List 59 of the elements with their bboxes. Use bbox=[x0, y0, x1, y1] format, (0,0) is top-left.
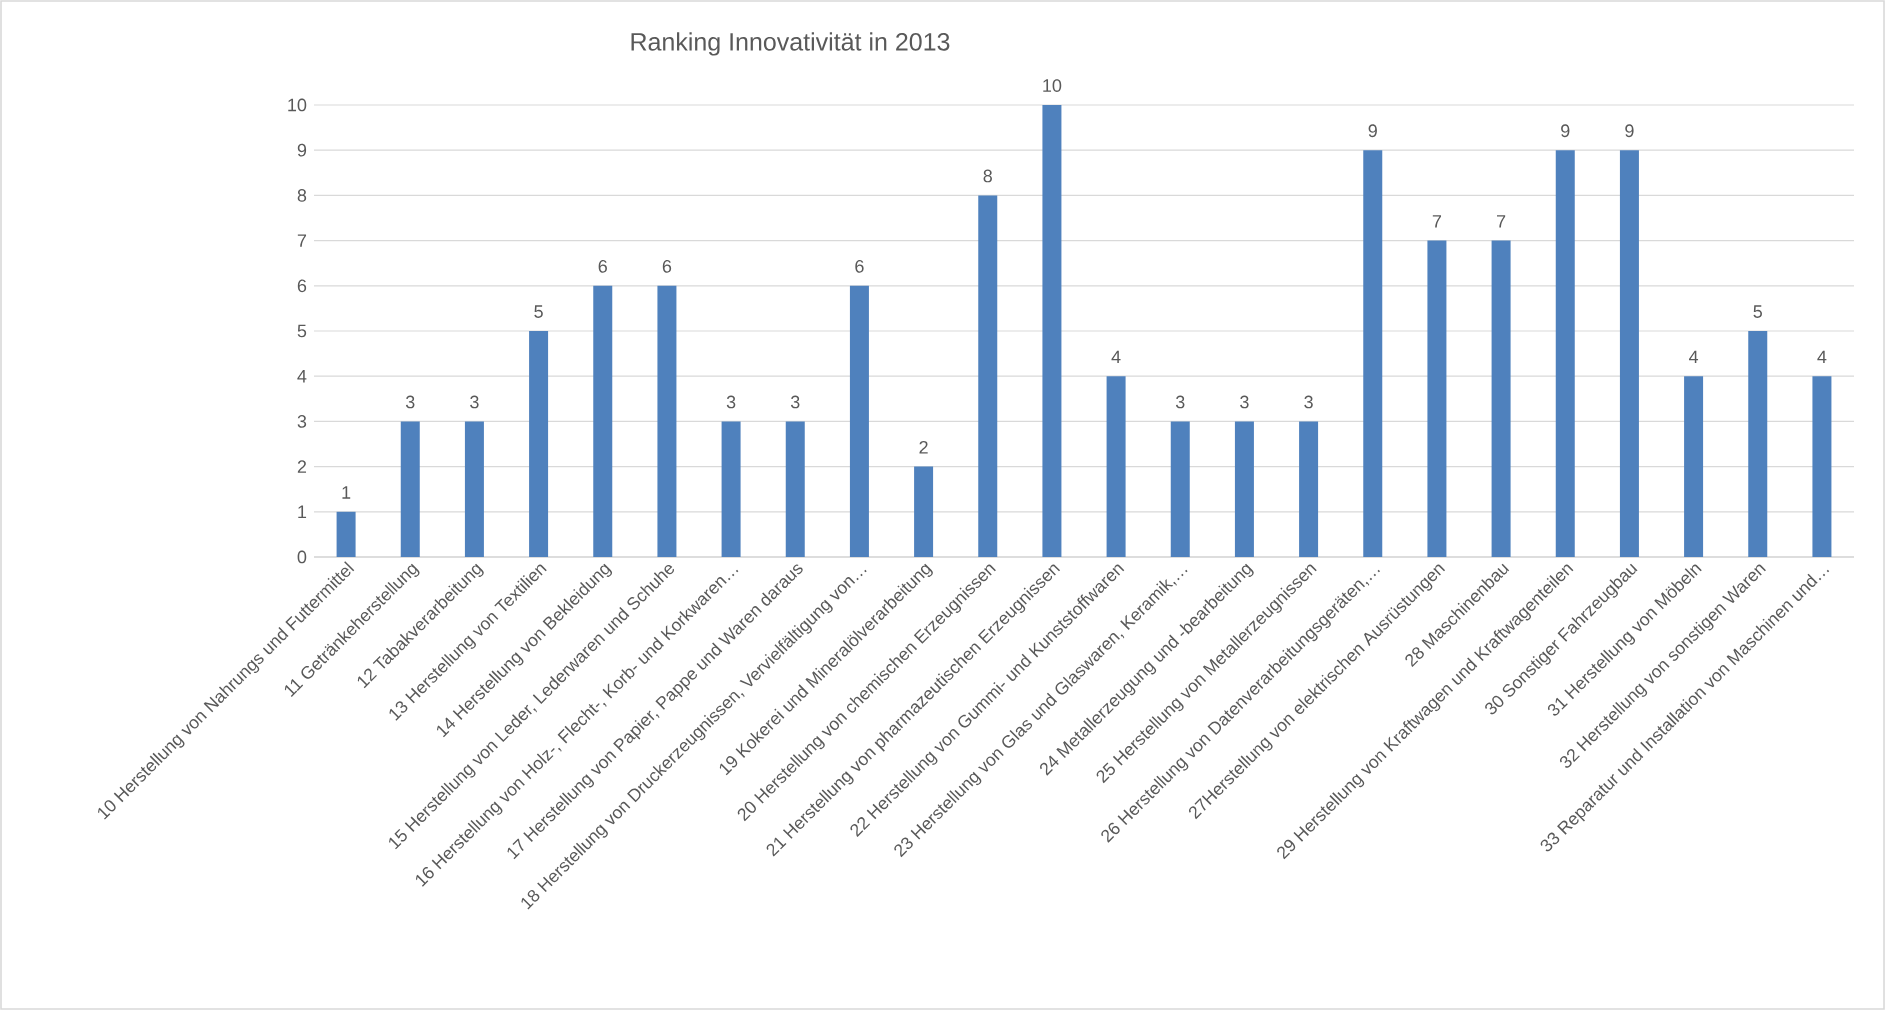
data-label: 9 bbox=[1625, 124, 1634, 138]
data-label: 3 bbox=[405, 395, 415, 409]
bar bbox=[785, 421, 805, 557]
data-label: 6 bbox=[598, 259, 607, 273]
bar bbox=[1106, 376, 1126, 557]
y-tick-label: 5 bbox=[297, 324, 307, 338]
bar bbox=[657, 285, 677, 557]
bar bbox=[1748, 330, 1768, 557]
data-label: 4 bbox=[1817, 350, 1827, 364]
bar bbox=[1363, 150, 1383, 557]
y-tick-label: 4 bbox=[297, 369, 307, 383]
bar bbox=[1234, 421, 1254, 557]
data-label: 4 bbox=[1688, 350, 1699, 364]
y-tick-label: 7 bbox=[297, 234, 307, 247]
bar bbox=[1555, 150, 1575, 557]
bar bbox=[1299, 421, 1319, 557]
bar bbox=[336, 511, 356, 557]
data-label: 7 bbox=[1432, 215, 1442, 228]
data-label: 10 bbox=[1043, 79, 1062, 92]
bar bbox=[914, 466, 934, 557]
data-label: 5 bbox=[534, 305, 543, 318]
chart-title: Ranking Innovativität in 2013 bbox=[631, 32, 950, 56]
bar bbox=[1619, 150, 1639, 557]
data-label: 3 bbox=[790, 395, 800, 409]
data-label: 6 bbox=[855, 259, 864, 273]
y-tick-label: 9 bbox=[297, 143, 307, 157]
bar bbox=[400, 421, 420, 557]
bar bbox=[1042, 104, 1062, 557]
data-label: 3 bbox=[1304, 395, 1313, 409]
bar bbox=[1170, 421, 1190, 557]
bar bbox=[1427, 240, 1447, 557]
bar bbox=[1684, 376, 1704, 557]
y-tick-label: 6 bbox=[297, 279, 307, 293]
bar bbox=[593, 285, 613, 557]
data-label: 6 bbox=[662, 259, 672, 273]
bar bbox=[978, 195, 998, 557]
bar bbox=[721, 421, 741, 557]
data-label: 4 bbox=[1111, 350, 1121, 364]
data-label: 3 bbox=[1240, 395, 1249, 409]
bar bbox=[529, 330, 549, 557]
bar bbox=[1491, 240, 1511, 557]
bar bbox=[1812, 376, 1832, 557]
y-tick-label: 1 bbox=[298, 505, 307, 518]
data-label: 2 bbox=[919, 440, 928, 454]
data-label: 5 bbox=[1753, 305, 1763, 318]
bar bbox=[464, 421, 484, 557]
data-label: 8 bbox=[983, 169, 992, 183]
data-label: 3 bbox=[470, 395, 479, 409]
data-label: 3 bbox=[726, 395, 736, 409]
y-tick-label: 10 bbox=[288, 98, 307, 112]
y-tick-label: 8 bbox=[297, 189, 307, 202]
data-label: 3 bbox=[1175, 395, 1185, 409]
y-tick-label: 3 bbox=[297, 415, 307, 428]
data-label: 1 bbox=[342, 486, 351, 499]
y-tick-label: 2 bbox=[297, 460, 307, 473]
data-label: 9 bbox=[1368, 124, 1377, 138]
bar bbox=[849, 285, 869, 557]
data-label: 7 bbox=[1497, 215, 1506, 228]
data-label: 9 bbox=[1561, 124, 1570, 138]
